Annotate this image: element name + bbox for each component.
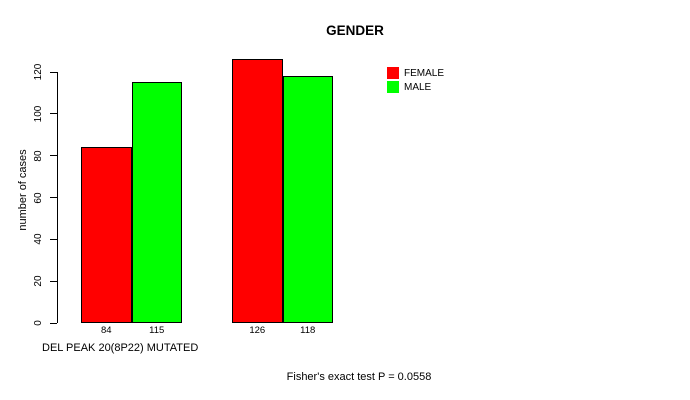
y-tick-label: 60 <box>33 191 44 204</box>
bar-value-label: 115 <box>149 325 165 336</box>
bar-value-label: 118 <box>300 325 316 336</box>
y-tick-label: 0 <box>33 320 44 326</box>
y-tick-mark <box>50 238 57 240</box>
y-tick-mark <box>50 322 57 324</box>
y-tick-mark <box>50 197 57 198</box>
y-axis-line <box>57 72 58 323</box>
legend: FEMALE MALE <box>387 66 444 94</box>
bar-value-label: 126 <box>249 325 266 336</box>
y-tick-mark <box>50 71 57 73</box>
legend-swatch-male <box>387 81 399 93</box>
y-tick-mark <box>50 280 57 282</box>
bar-female-group-2 <box>232 59 283 323</box>
y-tick-label: 80 <box>33 150 44 162</box>
bar-male-group-1 <box>131 82 182 323</box>
legend-label: MALE <box>404 81 432 93</box>
y-axis-title-text: number of cases <box>17 149 29 231</box>
legend-item-female: FEMALE <box>387 66 444 80</box>
legend-item-male: MALE <box>387 80 444 94</box>
y-tick-label: 100 <box>33 105 44 123</box>
y-tick-mark <box>50 155 57 157</box>
y-tick-label: 20 <box>33 275 44 287</box>
y-tick-mark <box>50 113 57 115</box>
bar-value-label: 84 <box>100 325 112 336</box>
x-axis-label: DEL PEAK 20(8P22) MUTATED <box>42 342 199 354</box>
bar-male-group-2 <box>282 76 333 323</box>
chart-title: GENDER <box>326 23 384 38</box>
y-tick-label: 120 <box>33 63 44 81</box>
legend-swatch-female <box>387 67 399 79</box>
bar-female-group-1 <box>81 147 132 323</box>
legend-label: FEMALE <box>404 67 445 79</box>
y-tick-label: 40 <box>33 233 44 245</box>
footnote-text: Fisher's exact test P = 0.0558 <box>286 371 432 383</box>
